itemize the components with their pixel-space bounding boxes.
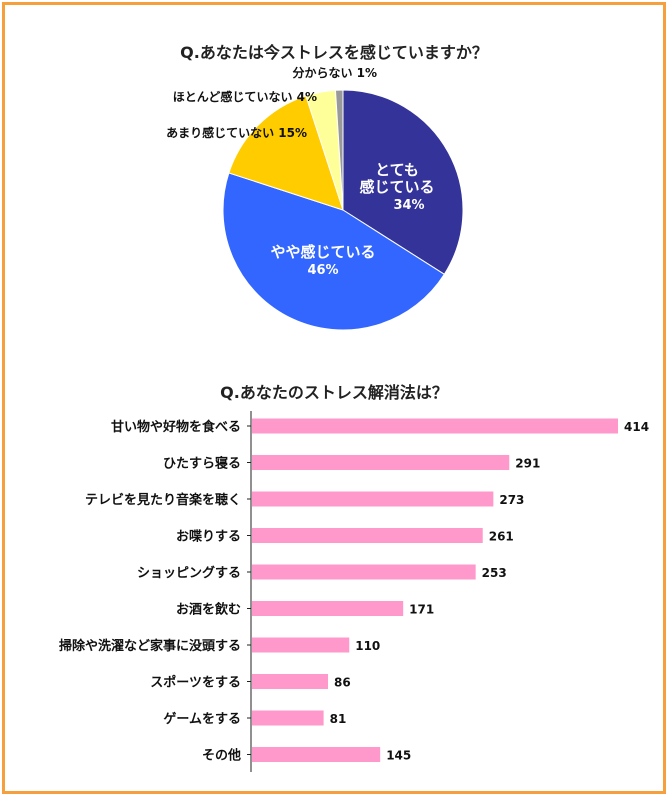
bar-value-label: 86 [334, 676, 351, 690]
bar-category-label: 掃除や洗濯など家事に没頭する [59, 638, 241, 654]
pie-slice-label: 分からない 1% [292, 65, 377, 80]
bar [252, 710, 324, 726]
bar-value-label: 291 [515, 457, 540, 471]
pie-slice-label: あまり感じていない 15% [166, 125, 307, 140]
bar-category-label: お喋りする [176, 529, 241, 545]
pie-slice-label: ほとんど感じていない 4% [173, 89, 317, 104]
bar [252, 528, 483, 543]
bar-category-label: お酒を飲む [176, 602, 241, 618]
bar [252, 418, 618, 434]
bar [252, 674, 329, 689]
pie-slice-percent: 46% [307, 263, 338, 278]
bar-value-label: 171 [409, 603, 434, 617]
bar-value-label: 110 [355, 639, 380, 653]
bar-value-label: 145 [386, 749, 411, 763]
bar [252, 564, 476, 580]
bar-category-label: テレビを見たり音楽を聴く [85, 492, 241, 508]
pie-slice-percent: 34% [393, 198, 424, 213]
bar-category-label: ひたすら寝る [163, 456, 241, 472]
pie-chart-title: Q.あなたは今ストレスを感じていますか？ [180, 43, 488, 62]
bar-category-label: スポーツをする [150, 675, 241, 691]
pie-slice-label: やや感じている [270, 243, 375, 261]
bar-category-label: 甘い物や好物を食べる [111, 419, 241, 435]
pie-slice-label: 感じている [359, 178, 434, 196]
bar [252, 637, 350, 653]
bar-category-label: その他 [202, 748, 241, 764]
bar [252, 601, 404, 616]
pie-slice [334, 89, 344, 211]
bar-value-label: 414 [624, 420, 649, 434]
pie-slice-label: とても [375, 161, 419, 179]
bar-category-label: ショッピングする [137, 565, 241, 581]
chart-frame: Q.あなたは今ストレスを感じていますか？ Q.あなたのストレス解消法は？ とても… [2, 2, 666, 794]
bar-value-label: 253 [482, 566, 507, 580]
bar-category-label: ゲームをする [163, 711, 241, 727]
bar-value-label: 81 [330, 712, 347, 726]
bar-value-label: 261 [489, 530, 514, 544]
pie-slice [222, 172, 446, 331]
bar [252, 455, 510, 470]
bar-chart-title: Q.あなたのストレス解消法は？ [220, 383, 448, 402]
bar-chart: 甘い物や好物を食べる 414 ひたすら寝る 291 テレビを見たり音楽を聴く 273 お喋り… [59, 411, 649, 772]
bar [252, 747, 381, 762]
pie-slice [342, 89, 464, 275]
bar [252, 491, 494, 507]
pie-slice [228, 95, 344, 211]
bar-value-label: 273 [499, 493, 524, 507]
